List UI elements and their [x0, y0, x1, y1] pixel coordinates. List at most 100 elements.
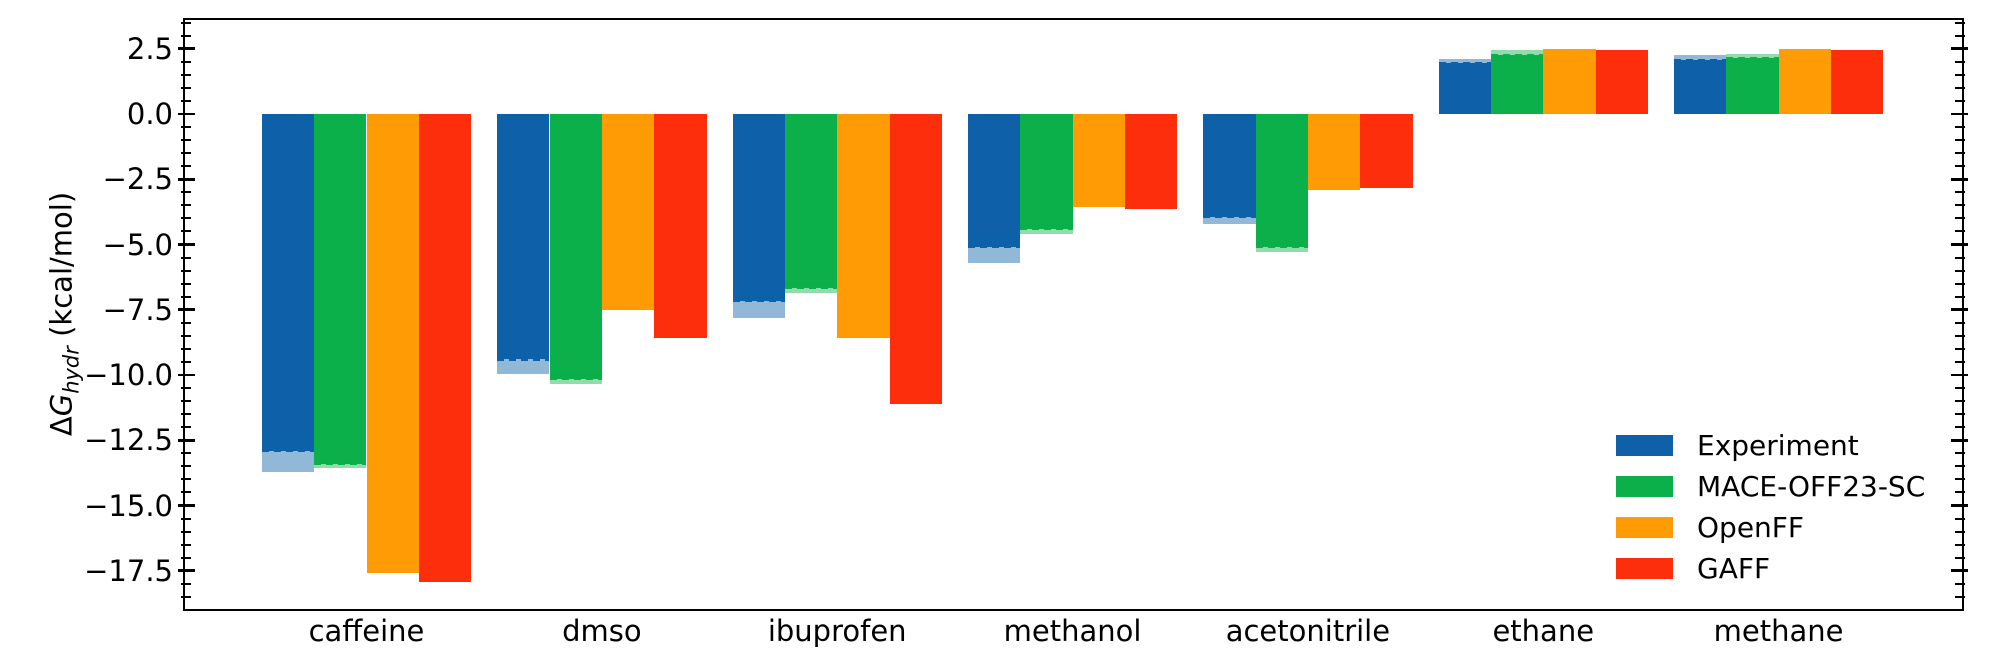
y-major-tick-right: [1951, 177, 1969, 181]
bar-openff-ibuprofen: [837, 114, 890, 339]
x-tick-label-methanol: methanol: [1003, 614, 1142, 648]
y-minor-tick-left: [181, 217, 192, 220]
bar-experiment-methanol: [967, 114, 1021, 248]
bar-gaff-ethane: [1595, 50, 1648, 114]
y-minor-tick-right: [1954, 530, 1965, 533]
y-minor-tick-right: [1954, 387, 1965, 390]
y-tick-label: −7.5: [102, 292, 173, 327]
y-major-tick-right: [1951, 243, 1969, 246]
y-minor-tick-right: [1954, 321, 1965, 324]
y-minor-tick-left: [181, 86, 192, 89]
y-minor-tick-right: [1954, 478, 1965, 481]
y-major-tick-left: [177, 308, 195, 312]
bar-gaff-ibuprofen: [889, 114, 942, 404]
x-tick-label-dmso: dmso: [562, 614, 642, 648]
y-major-tick-left: [177, 243, 195, 246]
y-tick-label: 0.0: [126, 97, 173, 131]
error-mean-dash-mace-off23-sc-acetonitrile: [1255, 245, 1308, 249]
legend-swatch-experiment: [1616, 435, 1673, 456]
y-minor-tick-right: [1954, 334, 1965, 337]
y-minor-tick-left: [181, 582, 192, 585]
y-minor-tick-left: [181, 452, 192, 455]
y-minor-tick-left: [181, 126, 192, 129]
error-mean-dash-experiment-caffeine: [261, 449, 315, 452]
y-major-tick-right: [1951, 438, 1969, 442]
y-minor-tick-left: [181, 387, 192, 390]
y-minor-tick-right: [1954, 543, 1965, 546]
legend-swatch-openff: [1616, 517, 1673, 538]
legend-label-gaff: GAFF: [1697, 551, 1771, 585]
y-minor-tick-right: [1954, 152, 1965, 155]
error-mean-dash-mace-off23-sc-ethane: [1490, 54, 1544, 57]
error-mean-dash-experiment-acetonitrile: [1203, 215, 1256, 219]
bar-gaff-acetonitrile: [1360, 114, 1413, 189]
y-minor-tick-left: [181, 491, 192, 494]
bar-openff-methane: [1778, 48, 1831, 114]
y-minor-tick-right: [1954, 452, 1965, 455]
legend-label-experiment: Experiment: [1697, 428, 1859, 462]
y-major-tick-right: [1951, 373, 1969, 377]
error-mean-dash-mace-off23-sc-methanol: [1020, 227, 1073, 231]
y-minor-tick-left: [181, 230, 192, 233]
x-tick-label-ethane: ethane: [1492, 614, 1595, 648]
bar-gaff-dmso: [654, 114, 707, 339]
x-tick-label-acetonitrile: acetonitrile: [1225, 614, 1391, 648]
error-mean-dash-experiment-ethane: [1438, 61, 1491, 65]
y-minor-tick-right: [1954, 491, 1965, 494]
y-minor-tick-right: [1954, 60, 1965, 63]
bar-mace-off23-sc-methanol: [1020, 114, 1073, 229]
y-major-tick-right: [1951, 569, 1969, 573]
y-minor-tick-right: [1954, 165, 1965, 168]
legend-swatch-gaff: [1616, 558, 1673, 579]
legend-swatch-mace-off23-sc: [1616, 476, 1673, 497]
y-major-tick-right: [1951, 504, 1969, 507]
error-mean-dash-mace-off23-sc-caffeine: [314, 462, 367, 465]
y-minor-tick-left: [181, 295, 192, 298]
y-minor-tick-left: [181, 256, 192, 259]
y-minor-tick-right: [1954, 217, 1965, 220]
error-mean-dash-mace-off23-sc-methane: [1726, 56, 1779, 60]
y-major-tick-left: [177, 438, 195, 442]
bar-mace-off23-sc-caffeine: [314, 114, 367, 464]
y-axis-title-symbol: G: [44, 393, 79, 417]
y-minor-tick-left: [181, 60, 192, 63]
y-minor-tick-right: [1954, 256, 1965, 259]
y-major-tick-left: [177, 373, 195, 377]
y-minor-tick-left: [181, 347, 192, 350]
y-major-tick-right: [1951, 308, 1969, 312]
y-tick-label: −12.5: [84, 423, 173, 458]
y-major-tick-left: [177, 504, 195, 507]
y-minor-tick-left: [181, 204, 192, 207]
y-minor-tick-left: [181, 191, 192, 194]
y-minor-tick-right: [1954, 413, 1965, 416]
y-minor-tick-left: [181, 334, 192, 337]
bar-mace-off23-sc-acetonitrile: [1255, 114, 1308, 248]
y-minor-tick-right: [1954, 34, 1965, 37]
y-minor-tick-left: [181, 426, 192, 429]
y-minor-tick-left: [181, 400, 192, 403]
bar-openff-acetonitrile: [1307, 114, 1361, 190]
bar-experiment-acetonitrile: [1203, 114, 1256, 218]
y-minor-tick-right: [1954, 269, 1965, 272]
bar-openff-caffeine: [366, 114, 419, 574]
y-minor-tick-left: [181, 556, 192, 559]
y-minor-tick-left: [181, 34, 192, 37]
y-minor-tick-left: [181, 165, 192, 168]
y-minor-tick-right: [1954, 595, 1965, 598]
bar-openff-ethane: [1543, 48, 1596, 114]
y-minor-tick-right: [1954, 230, 1965, 233]
y-minor-tick-right: [1954, 204, 1965, 207]
bar-mace-off23-sc-ethane: [1490, 55, 1544, 114]
y-minor-tick-left: [181, 269, 192, 272]
y-minor-tick-left: [181, 595, 192, 598]
y-major-tick-left: [177, 569, 195, 573]
y-minor-tick-left: [181, 413, 192, 416]
y-major-tick-left: [177, 177, 195, 181]
bar-openff-dmso: [601, 114, 655, 310]
y-minor-tick-right: [1954, 139, 1965, 142]
y-minor-tick-left: [181, 360, 192, 363]
error-mean-dash-mace-off23-sc-dmso: [549, 377, 602, 381]
y-major-tick-right: [1951, 47, 1969, 51]
y-major-tick-left: [177, 112, 195, 116]
legend-label-mace-off23-sc: MACE-OFF23-SC: [1697, 469, 1926, 503]
